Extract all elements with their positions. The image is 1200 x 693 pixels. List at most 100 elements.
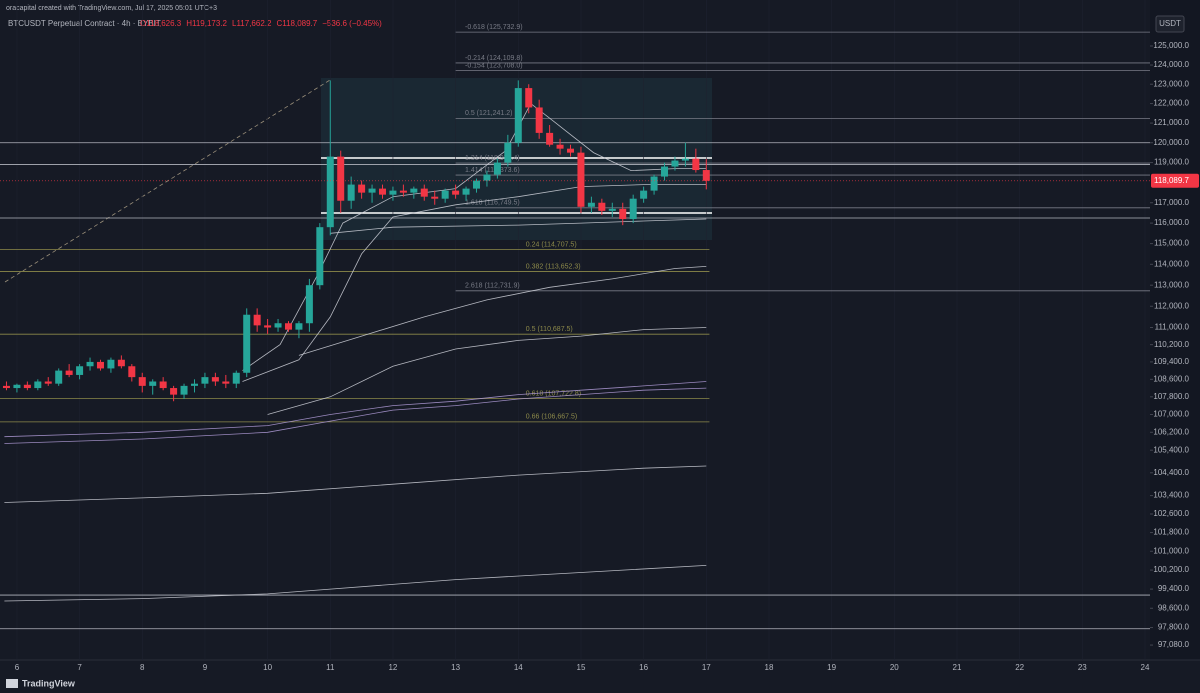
candle-body	[431, 196, 439, 199]
candle-body	[190, 383, 198, 386]
ohlc-value: H119,173.2	[186, 19, 227, 28]
fib-label: -0.154 (123,708.0)	[465, 62, 523, 69]
indicator-line	[4, 387, 707, 444]
candle-body	[441, 190, 449, 199]
fib-label: 0.5 (110,687.5)	[526, 326, 573, 333]
candle-body	[170, 388, 178, 395]
y-tick-label: 102,600.0	[1153, 509, 1189, 518]
trend-line	[4, 79, 331, 283]
candle-body	[577, 152, 585, 207]
x-tick-label: 9	[203, 663, 208, 672]
y-tick-label: 124,000.0	[1153, 60, 1189, 69]
indicator-line	[330, 218, 707, 234]
candle-body	[399, 190, 407, 193]
x-tick-label: 19	[827, 663, 836, 672]
candle-body	[76, 366, 84, 375]
currency-box	[1155, 15, 1185, 33]
candle-body	[598, 202, 606, 211]
y-tick-label: 119,000.0	[1154, 158, 1190, 167]
x-tick-label: 18	[765, 663, 774, 672]
candle-body	[504, 142, 512, 163]
y-tick-label: 103,400.0	[1153, 491, 1189, 500]
fib-label: 0.5 (121,241.2)	[465, 110, 512, 117]
y-tick-label: 121,000.0	[1153, 118, 1189, 127]
y-tick-label: 101,800.0	[1153, 528, 1189, 537]
y-tick-label: 106,200.0	[1153, 427, 1189, 436]
candle-body	[368, 188, 376, 193]
currency: USDT	[1159, 19, 1181, 28]
logo-icon	[6, 679, 18, 688]
candle-body	[535, 107, 543, 133]
y-tick-label: 111,000.0	[1155, 323, 1190, 332]
y-tick-label: 98,600.0	[1158, 603, 1190, 612]
candle-body	[138, 377, 146, 386]
fib-label: 0.24 (114,707.5)	[526, 241, 577, 248]
y-tick-label: 115,000.0	[1154, 239, 1190, 248]
candle-body	[65, 370, 73, 375]
x-tick-label: 7	[77, 663, 82, 672]
x-tick-label: 20	[890, 663, 899, 672]
candle-body	[180, 385, 188, 395]
candle-body	[567, 148, 575, 153]
fib-label: 0.618 (107,722.8)	[526, 390, 581, 397]
fib-label: 0.66 (106,667.5)	[526, 414, 577, 421]
price-axis-background	[1150, 0, 1200, 660]
x-tick-label: 11	[326, 663, 335, 672]
x-tick-label: 16	[639, 663, 648, 672]
y-tick-label: 113,000.0	[1154, 280, 1190, 289]
y-tick-label: 114,000.0	[1154, 259, 1190, 268]
y-tick-label: 107,000.0	[1153, 410, 1189, 419]
candle-body	[243, 314, 251, 373]
last-price-label: 118,089.7	[1154, 176, 1190, 185]
x-tick-label: 24	[1141, 663, 1150, 672]
candle-body	[358, 184, 366, 193]
y-tick-label: 109,400.0	[1153, 357, 1189, 366]
candle-body	[493, 162, 501, 175]
indicator-line	[242, 184, 707, 382]
candle-body	[128, 366, 136, 378]
candle-body	[117, 359, 125, 367]
candle-body	[410, 188, 418, 193]
indicator-line	[4, 565, 707, 602]
y-tick-label: 107,800.0	[1153, 392, 1189, 401]
x-tick-label: 22	[1015, 663, 1024, 672]
x-tick-label: 23	[1078, 663, 1087, 672]
y-tick-label: 99,400.0	[1158, 584, 1190, 593]
candle-body	[681, 158, 689, 161]
fib-label: 1.314 (118,974.4)	[465, 155, 520, 162]
candle-body	[587, 202, 595, 207]
candle-body	[546, 132, 554, 145]
symbol: BTCUSDT Perpetual Contract · 4h · BYBIT	[8, 19, 161, 28]
candle-body	[149, 381, 157, 386]
candle-body	[473, 180, 481, 189]
y-tick-label: 104,400.0	[1153, 468, 1189, 477]
indicator-line	[267, 327, 707, 415]
candle-body	[556, 144, 564, 149]
candle-body	[337, 156, 345, 201]
candle-body	[34, 381, 42, 389]
candle-body	[452, 190, 460, 195]
x-tick-label: 13	[451, 663, 460, 672]
candle-body	[378, 188, 386, 195]
y-tick-label: 123,000.0	[1153, 79, 1189, 88]
candle-body	[107, 359, 115, 369]
candle-body	[671, 160, 679, 167]
ohlc-value: O118,626.3	[140, 19, 182, 28]
y-tick-label: 101,000.0	[1153, 546, 1189, 555]
candle-body	[201, 377, 209, 384]
candle-body	[23, 384, 31, 389]
candle-body	[284, 323, 292, 330]
candle-body	[608, 208, 616, 211]
candle-body	[420, 188, 428, 197]
y-tick-label: 110,200.0	[1154, 340, 1190, 349]
logo: TradingView	[22, 678, 76, 688]
candle-body	[86, 361, 94, 367]
ohlc-value: −536.6 (−0.45%)	[322, 19, 382, 28]
candle-body	[525, 88, 533, 108]
y-tick-label: 120,000.0	[1153, 138, 1189, 147]
x-tick-label: 8	[140, 663, 145, 672]
candle-body	[326, 156, 334, 228]
x-tick-label: 15	[577, 663, 586, 672]
candle-body	[483, 174, 491, 181]
